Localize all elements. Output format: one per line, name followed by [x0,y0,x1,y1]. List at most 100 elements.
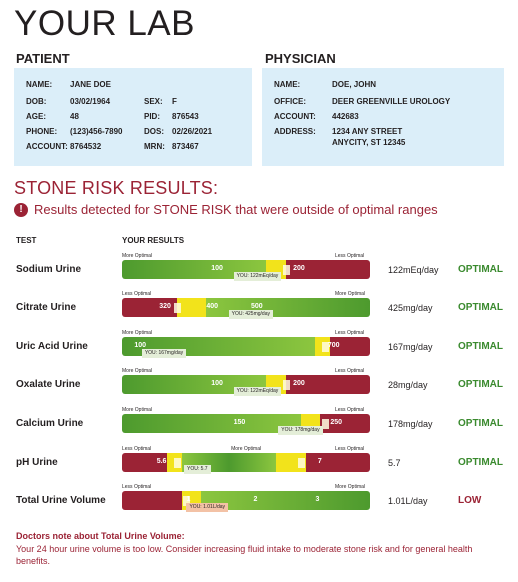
patient-sex: F [172,97,177,106]
bar-label-left: More Optimal [122,330,153,336]
column-header-test: TEST [16,236,37,245]
test-value: 425mg/day [388,303,433,313]
threshold-value: 500 [250,303,263,310]
patient-dos-label: DOS: [144,127,164,136]
range-bar: 1 2 3 [122,491,370,510]
your-result-label: YOU: 178mg/day [278,426,323,435]
bar-label-right: Less Optimal [335,330,365,336]
threshold-value: 200 [293,380,305,387]
patient-pid-label: PID: [144,112,160,121]
range-band [122,453,167,472]
test-row: Oxalate Urine More Optimal Less Optimal 100… [0,368,518,406]
threshold-marker [173,458,181,468]
patient-dob-label: DOB: [26,97,47,106]
patient-heading: PATIENT [16,51,70,66]
doctors-note-heading: Doctors note about Total Urine Volume: [16,531,185,541]
range-band [122,414,301,433]
test-status-badge: OPTIMAL [458,379,503,390]
patient-pid: 876543 [172,112,199,121]
physician-box: NAME: DOE, JOHN OFFICE: DEER GREENVILLE … [262,68,504,166]
patient-name: JANE DOE [70,80,111,89]
range-band [122,260,266,279]
range-bar: 100 200 [122,260,370,279]
physician-name: DOE, JOHN [332,80,377,89]
patient-phone-label: PHONE: [26,127,58,136]
your-result-label: YOU: 167mg/day [141,349,187,358]
threshold-marker [173,303,181,313]
test-row: Sodium Urine More Optimal Less Optimal 100 2… [0,253,518,291]
threshold-value: 5.6 [156,458,167,465]
threshold-marker [322,342,330,352]
patient-age: 48 [70,112,79,121]
threshold-value: 100 [211,380,223,387]
alert-text: Results detected for STONE RISK that wer… [34,202,438,217]
patient-name-label: NAME: [26,80,53,89]
your-result-label: YOU: 1.01L/day [186,503,229,512]
threshold-value: 100 [211,265,223,272]
test-name: pH Urine [16,457,58,468]
test-value: 5.7 [388,458,401,468]
test-value: 28mg/day [388,380,428,390]
test-row: Calcium Urine More Optimal Less Optimal 150… [0,407,518,445]
threshold-marker [282,380,290,390]
range-band [285,260,370,279]
threshold-marker [297,458,305,468]
bar-label-right: Less Optimal [335,368,365,374]
threshold-marker [322,419,330,429]
test-value: 122mEq/day [388,265,439,275]
threshold-value: 7 [317,458,322,465]
bar-label-left: Less Optimal [122,291,152,297]
threshold-value: 700 [327,342,340,349]
physician-address-line1: 1234 ANY STREET [332,127,403,136]
patient-sex-label: SEX: [144,97,163,106]
threshold-value: 1 [186,496,191,503]
test-row: Total Urine Volume Less Optimal More Optim… [0,484,518,522]
test-status-badge: OPTIMAL [458,418,503,429]
patient-box: NAME: JANE DOE DOB: 03/02/1964 SEX: F AG… [14,68,252,166]
threshold-value: 320 [159,303,171,310]
your-result-label: YOU: 122mEq/day [233,387,282,396]
test-row: Citrate Urine Less Optimal More Optimal 320… [0,291,518,329]
patient-mrn-label: MRN: [144,142,165,151]
range-band [122,491,182,510]
test-name: Sodium Urine [16,264,82,275]
bar-label-right: Less Optimal [335,446,365,452]
patient-age-label: AGE: [26,112,46,121]
bar-label-right: Less Optimal [335,407,365,413]
range-bar: 100 200 [122,375,370,394]
bar-label-left: Less Optimal [122,446,152,452]
test-status-badge: OPTIMAL [458,302,503,313]
threshold-value: 100 [134,342,147,349]
range-bar: 5.6 7 [122,453,370,472]
test-value: 167mg/day [388,342,433,352]
test-name: Total Urine Volume [16,495,106,506]
test-name: Uric Acid Urine [16,341,88,352]
physician-office-label: OFFICE: [274,97,306,106]
bar-label-left: More Optimal [122,368,153,374]
bar-label-right: Less Optimal [335,253,365,259]
physician-address-line2: ANYCITY, ST 12345 [332,138,406,147]
range-band [176,298,207,317]
threshold-value: 150 [233,419,246,426]
doctors-note-text: Your 24 hour urine volume is too low. Co… [16,544,473,566]
test-name: Calcium Urine [16,418,84,429]
threshold-value: 400 [206,303,218,310]
your-result-label: YOU: 425mg/day [228,310,273,319]
your-result-label: YOU: 122mEq/day [233,272,282,281]
range-band [320,414,370,433]
threshold-value: 2 [253,496,258,503]
physician-account: 442683 [332,112,359,121]
patient-account: 8764532 [70,142,102,151]
patient-dos: 02/26/2021 [172,127,213,136]
threshold-value: 3 [315,496,320,503]
page-title: YOUR LAB [14,4,195,43]
bar-label-left: More Optimal [122,253,153,259]
test-status-badge: LOW [458,495,482,506]
bar-label-right: More Optimal [335,484,366,490]
patient-phone: (123)456-7890 [70,127,123,136]
range-band [122,375,266,394]
patient-account-label: ACCOUNT: [26,142,68,151]
bar-label-left: More Optimal [122,407,153,413]
threshold-marker [183,496,191,506]
column-header-results: YOUR RESULTS [122,236,185,245]
